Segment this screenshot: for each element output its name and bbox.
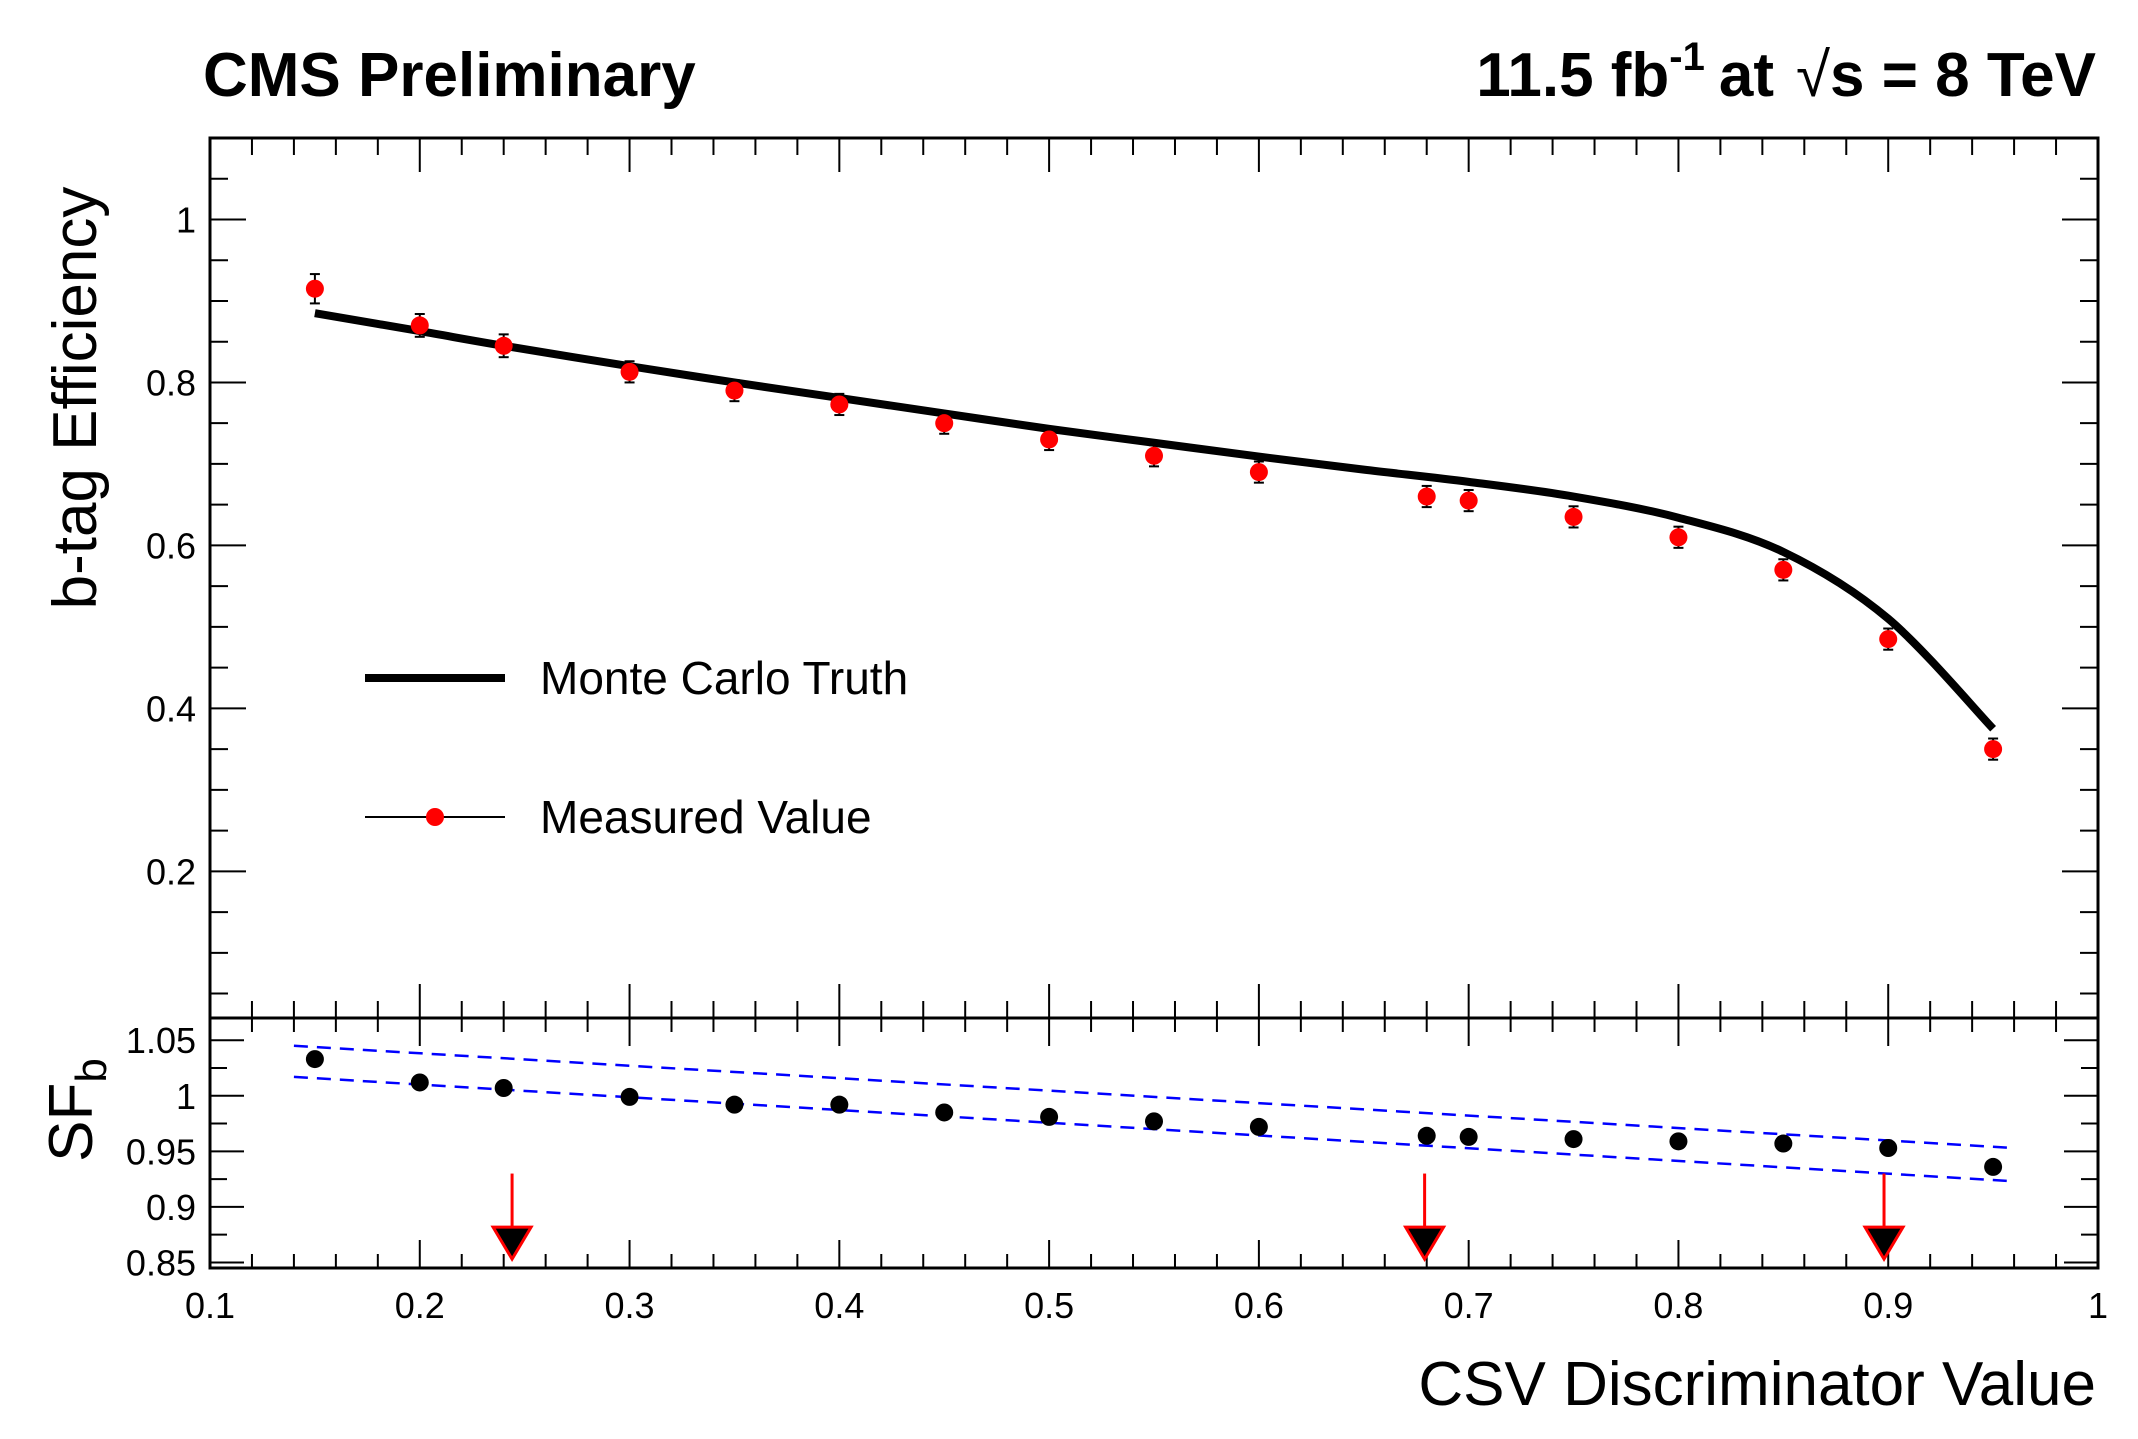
- x-axis-label: CSV Discriminator Value: [1418, 1350, 2096, 1419]
- xtick-label: 0.5: [1024, 1285, 1074, 1326]
- sf-point: [1669, 1132, 1688, 1151]
- sf-point: [1879, 1139, 1898, 1157]
- working-point-arrow-head: [1402, 1225, 1447, 1263]
- working-point-arrow-head: [1862, 1225, 1906, 1263]
- xtick-label: 0.2: [395, 1285, 445, 1326]
- sf-point: [1040, 1107, 1059, 1126]
- sf-point: [725, 1095, 744, 1114]
- sf-point: [620, 1087, 639, 1106]
- measured-point: [1879, 630, 1898, 649]
- legend-data-label: Measured Value: [540, 791, 872, 843]
- sf-point: [305, 1050, 324, 1069]
- luminosity-at: at: [1719, 41, 1774, 110]
- measured-points: [305, 273, 2003, 761]
- measured-point: [830, 395, 849, 414]
- sf-point: [1459, 1127, 1478, 1146]
- bottom-ytick-label: 1.05: [126, 1020, 196, 1061]
- xtick-label: 0.9: [1863, 1285, 1913, 1326]
- sf-point: [410, 1073, 429, 1092]
- sf-point: [1249, 1117, 1268, 1136]
- legend-mc-label: Monte Carlo Truth: [540, 652, 908, 704]
- luminosity-label: 11.5 fb-1 at √s = 8 TeV: [1476, 35, 2096, 110]
- measured-point: [1417, 487, 1436, 506]
- bottom-y-axis-label: SFb: [37, 1058, 116, 1162]
- xtick-label: 0.1: [185, 1285, 235, 1326]
- xtick-label: 0.8: [1653, 1285, 1703, 1326]
- luminosity-value: 11.5 fb: [1476, 41, 1669, 110]
- sf-label: SF: [37, 1083, 106, 1162]
- bottom-grid-ticks: [209, 1018, 2099, 1268]
- bottom-ytick-labels: 0.85 0.9 0.95 1 1.05: [126, 1020, 196, 1283]
- mc-truth-curve: [314, 309, 1997, 732]
- bottom-ytick-label: 0.9: [146, 1187, 196, 1228]
- xtick-label: 0.6: [1234, 1285, 1284, 1326]
- top-ytick-label: 0.4: [146, 688, 196, 729]
- measured-point: [935, 414, 954, 433]
- sf-point: [494, 1079, 513, 1097]
- measured-point: [620, 362, 639, 381]
- sf-point: [1145, 1112, 1163, 1131]
- measured-point: [725, 381, 744, 400]
- top-ytick-labels: 0.2 0.4 0.6 0.8 1: [146, 199, 196, 892]
- bottom-ytick-label: 1: [176, 1076, 196, 1117]
- sf-point: [1774, 1134, 1793, 1153]
- bottom-ytick-label: 0.85: [126, 1242, 196, 1283]
- top-ytick-label: 1: [176, 199, 196, 240]
- legend-data-marker: [426, 808, 444, 826]
- measured-point: [1145, 446, 1163, 465]
- top-ytick-label: 0.8: [146, 362, 196, 403]
- top-panel-frame: [208, 136, 2100, 1020]
- sf-band-upper: [293, 1044, 2015, 1150]
- measured-point: [1040, 430, 1059, 449]
- bottom-ytick-label: 0.95: [126, 1131, 196, 1172]
- top-grid-ticks: [209, 138, 2099, 1018]
- measured-point: [305, 279, 324, 298]
- measured-point: [1669, 528, 1688, 547]
- cms-preliminary-label: CMS Preliminary: [203, 41, 696, 110]
- sf-point: [830, 1095, 849, 1114]
- top-ytick-label: 0.2: [146, 851, 196, 892]
- sf-point: [1417, 1126, 1436, 1145]
- xtick-label: 1: [2088, 1285, 2108, 1326]
- working-point-arrow-head: [490, 1225, 534, 1263]
- measured-point: [1459, 491, 1478, 510]
- sqrt-symbol: √: [1796, 41, 1830, 110]
- luminosity-exponent: -1: [1669, 35, 1705, 79]
- xtick-label: 0.4: [814, 1285, 864, 1326]
- top-ytick-label: 0.6: [146, 525, 196, 566]
- measured-point: [494, 336, 513, 355]
- energy-label: s = 8 TeV: [1830, 41, 2096, 110]
- bottom-panel-frame: [208, 1016, 2100, 1270]
- xtick-labels: 0.1 0.2 0.3 0.4 0.5 0.6 0.7 0.8 0.9 1: [185, 1285, 2108, 1326]
- measured-point: [1984, 740, 2003, 759]
- measured-point: [1564, 507, 1583, 526]
- sf-subscript: b: [67, 1058, 116, 1082]
- top-y-axis-label: b-tag Efficiency: [41, 187, 110, 610]
- sf-point: [1564, 1130, 1583, 1149]
- measured-point: [1249, 463, 1268, 482]
- legend: Monte Carlo Truth Measured Value: [365, 652, 908, 843]
- measured-point: [1774, 560, 1793, 579]
- sf-points: [305, 1050, 2003, 1176]
- working-point-arrows: [490, 1173, 1906, 1263]
- sf-point: [1984, 1157, 2003, 1176]
- xtick-label: 0.7: [1444, 1285, 1494, 1326]
- measured-point: [410, 316, 429, 335]
- top-panel: 0.2 0.4 0.6 0.8 1 b-tag Efficiency Monte Car…: [41, 136, 2100, 1020]
- xtick-label: 0.3: [605, 1285, 655, 1326]
- sf-point: [935, 1103, 954, 1122]
